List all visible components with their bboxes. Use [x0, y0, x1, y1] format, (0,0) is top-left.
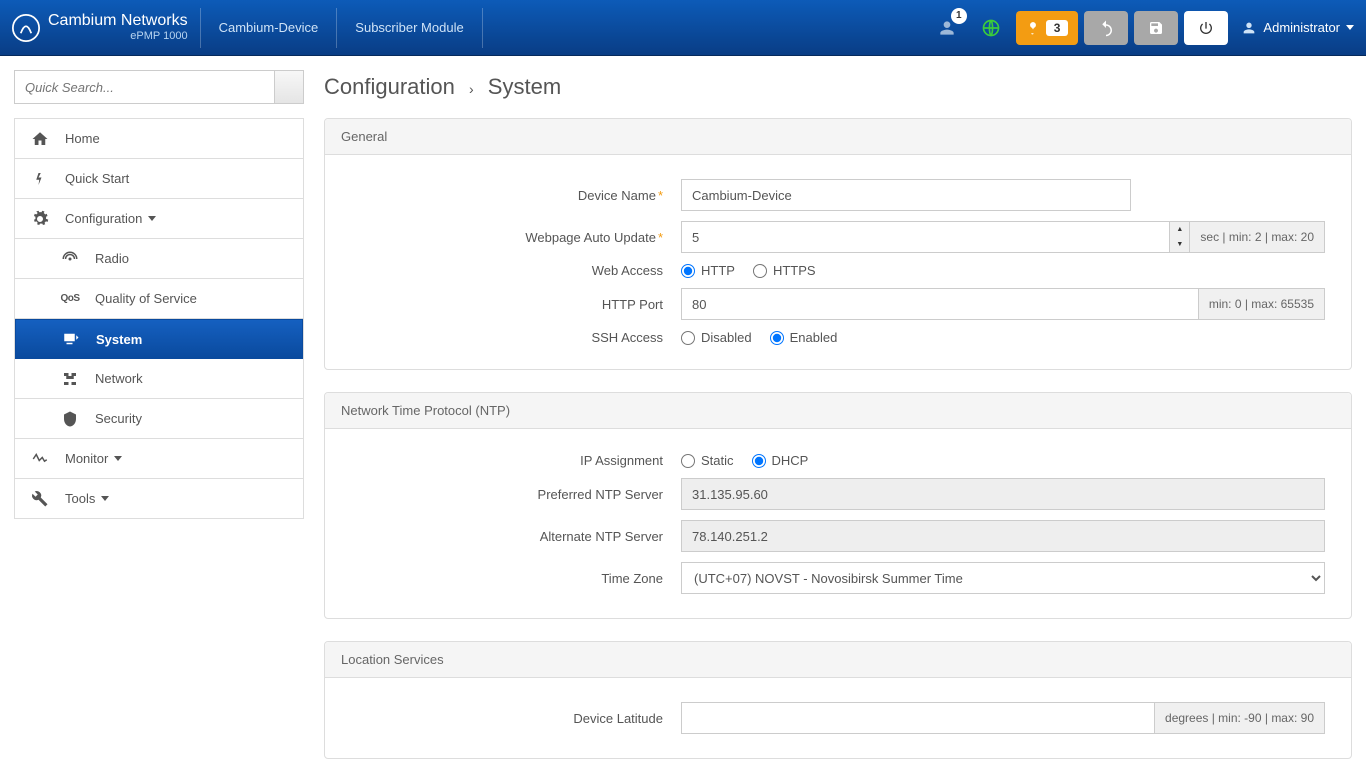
- http-port-label: HTTP Port: [351, 297, 681, 312]
- save-button[interactable]: [1134, 11, 1178, 45]
- brand-subtitle: ePMP 1000: [48, 31, 188, 42]
- nav-monitor[interactable]: Monitor: [15, 439, 303, 479]
- timezone-label: Time Zone: [351, 571, 681, 586]
- ssh-access-label: SSH Access: [351, 330, 681, 345]
- breadcrumb-device[interactable]: Cambium-Device: [201, 8, 338, 48]
- breadcrumb-mode[interactable]: Subscriber Module: [337, 8, 482, 48]
- globe-icon[interactable]: [975, 12, 1007, 44]
- undo-button[interactable]: [1084, 11, 1128, 45]
- breadcrumb-separator: ›: [469, 81, 474, 97]
- location-heading: Location Services: [325, 642, 1351, 678]
- ssh-radio-group: Disabled Enabled: [681, 330, 1325, 345]
- sidebar: Home Quick Start Configuration Radio QoS…: [14, 70, 304, 781]
- radio-icon: [59, 248, 81, 270]
- content-area: Configuration › System General Device Na…: [324, 70, 1352, 781]
- nav-radio[interactable]: Radio: [15, 239, 303, 279]
- alt-ntp-input[interactable]: [681, 520, 1325, 552]
- users-badge: 1: [951, 8, 967, 24]
- shield-icon: [59, 408, 81, 430]
- pref-ntp-input[interactable]: [681, 478, 1325, 510]
- http-port-input[interactable]: [681, 288, 1199, 320]
- location-panel: Location Services Device Latitude degree…: [324, 641, 1352, 759]
- nav-qos[interactable]: QoS Quality of Service: [15, 279, 303, 319]
- web-access-https-radio[interactable]: [753, 264, 767, 278]
- latitude-hint: degrees | min: -90 | max: 90: [1155, 702, 1325, 734]
- auto-update-input[interactable]: [681, 221, 1170, 253]
- web-access-radio-group: HTTP HTTPS: [681, 263, 1325, 278]
- search-dropdown-button[interactable]: [274, 70, 304, 104]
- page-title: Configuration › System: [324, 74, 1352, 100]
- wrench-icon: [29, 488, 51, 510]
- web-access-label: Web Access: [351, 263, 681, 278]
- ip-assignment-radio-group: Static DHCP: [681, 453, 1325, 468]
- alt-ntp-label: Alternate NTP Server: [351, 529, 681, 544]
- nav-tools[interactable]: Tools: [15, 479, 303, 519]
- ntp-heading: Network Time Protocol (NTP): [325, 393, 1351, 429]
- brand-block: Cambium Networks ePMP 1000: [12, 8, 201, 48]
- nav-network[interactable]: Network: [15, 359, 303, 399]
- ip-assignment-label: IP Assignment: [351, 453, 681, 468]
- web-access-http-radio[interactable]: [681, 264, 695, 278]
- device-name-label: Device Name*: [351, 188, 681, 203]
- chevron-down-icon: [114, 456, 122, 461]
- ntp-panel: Network Time Protocol (NTP) IP Assignmen…: [324, 392, 1352, 619]
- home-icon: [29, 128, 51, 150]
- quick-search: [14, 70, 304, 104]
- nav-quickstart[interactable]: Quick Start: [15, 159, 303, 199]
- auto-update-label: Webpage Auto Update*: [351, 230, 681, 245]
- auto-update-spinner[interactable]: ▲▼: [1170, 221, 1190, 253]
- ip-dhcp-radio[interactable]: [752, 454, 766, 468]
- chevron-down-icon: [1346, 25, 1354, 30]
- timezone-select[interactable]: (UTC+07) NOVST - Novosibirsk Summer Time: [681, 562, 1325, 594]
- chevron-down-icon: [101, 496, 109, 501]
- chevron-down-icon: [148, 216, 156, 221]
- users-icon[interactable]: 1: [931, 12, 963, 44]
- search-input[interactable]: [14, 70, 274, 104]
- pref-ntp-label: Preferred NTP Server: [351, 487, 681, 502]
- brand-title: Cambium Networks: [48, 13, 188, 29]
- ip-static-radio[interactable]: [681, 454, 695, 468]
- latitude-input[interactable]: [681, 702, 1155, 734]
- cambium-logo-icon: [12, 14, 40, 42]
- ssh-enabled-radio[interactable]: [770, 331, 784, 345]
- monitor-icon: [29, 448, 51, 470]
- network-icon: [59, 368, 81, 390]
- user-menu[interactable]: Administrator: [1241, 20, 1354, 36]
- top-bar: Cambium Networks ePMP 1000 Cambium-Devic…: [0, 0, 1366, 56]
- system-icon: [60, 328, 82, 350]
- nav-configuration[interactable]: Configuration: [15, 199, 303, 239]
- quickstart-icon: [29, 168, 51, 190]
- general-heading: General: [325, 119, 1351, 155]
- auto-update-hint: sec | min: 2 | max: 20: [1190, 221, 1325, 253]
- user-name: Administrator: [1263, 20, 1340, 35]
- nav-security[interactable]: Security: [15, 399, 303, 439]
- http-port-hint: min: 0 | max: 65535: [1199, 288, 1325, 320]
- gear-icon: [29, 208, 51, 230]
- ssh-disabled-radio[interactable]: [681, 331, 695, 345]
- device-name-input[interactable]: [681, 179, 1131, 211]
- qos-icon: QoS: [59, 288, 81, 310]
- latitude-label: Device Latitude: [351, 711, 681, 726]
- nav-menu: Home Quick Start Configuration Radio QoS…: [14, 118, 304, 519]
- power-button[interactable]: [1184, 11, 1228, 45]
- nav-system[interactable]: System: [15, 319, 303, 359]
- general-panel: General Device Name* Webpage Auto Update…: [324, 118, 1352, 370]
- alerts-button[interactable]: 3: [1016, 11, 1079, 45]
- alerts-count: 3: [1046, 20, 1069, 36]
- nav-home[interactable]: Home: [15, 119, 303, 159]
